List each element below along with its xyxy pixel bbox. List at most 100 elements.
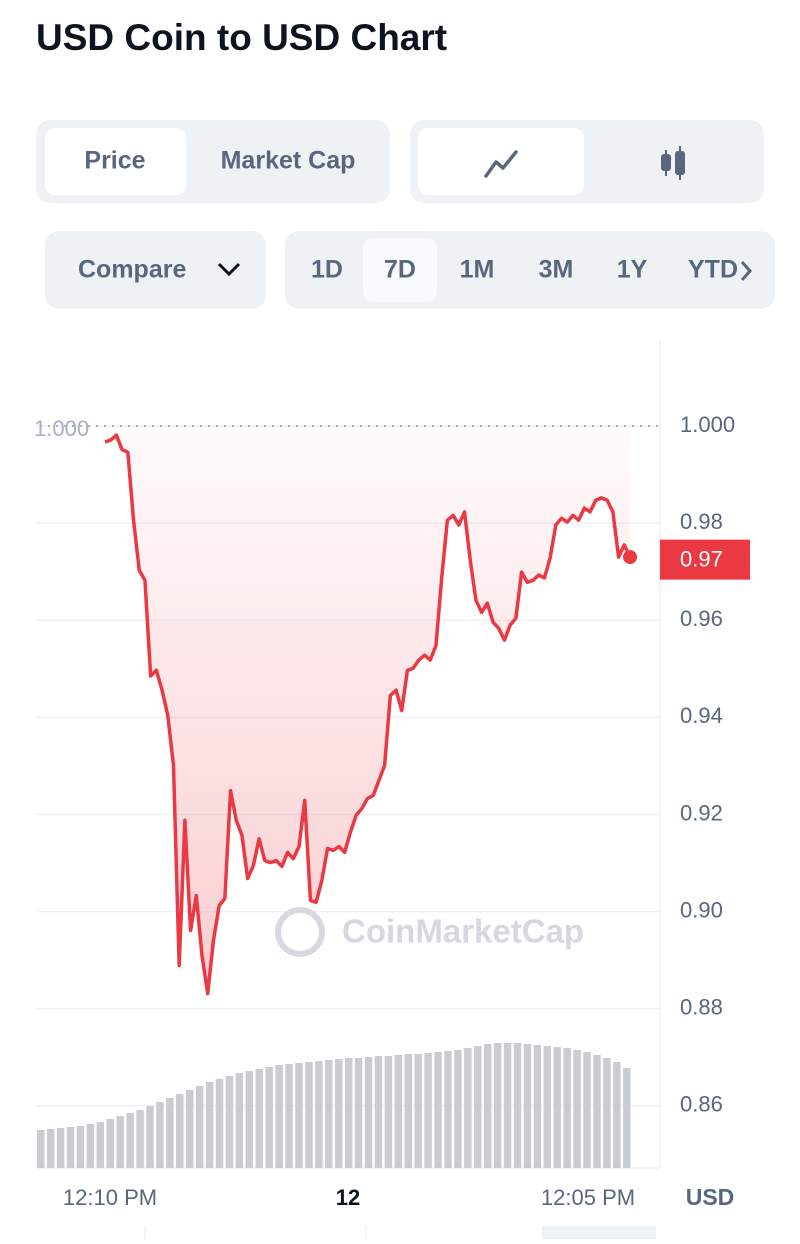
watermark: CoinMarketCap	[342, 913, 584, 950]
volume-bar	[225, 1076, 234, 1168]
volume-bar	[37, 1130, 45, 1168]
price-tag	[660, 539, 750, 580]
volume-bar	[136, 1110, 144, 1168]
volume-bar	[474, 1046, 482, 1168]
volume-bar	[394, 1055, 403, 1168]
volume-bar	[434, 1052, 442, 1168]
volume-bar	[215, 1079, 224, 1168]
volume-bar	[384, 1056, 393, 1168]
page-title: USD Coin to USD Chart	[36, 17, 447, 58]
range-button[interactable]: 1Y	[617, 256, 648, 284]
y-tick-label: 0.96	[680, 606, 723, 631]
range-button[interactable]: 7D	[384, 256, 416, 284]
volume-bar	[364, 1057, 373, 1168]
chart: 0.86 0.88 0.90 0.92 0.94 0.96 0.98 1.000 CoinMar…	[34, 340, 750, 1210]
y-tick-label: 0.92	[680, 800, 723, 825]
volume-bar	[295, 1063, 303, 1168]
volume-bar	[523, 1044, 532, 1168]
price-tag-label: 0.97	[680, 546, 723, 571]
volume-bar	[553, 1047, 561, 1168]
y-tick-label: 0.94	[680, 703, 723, 728]
volume-bar	[86, 1124, 95, 1168]
last-point	[623, 550, 637, 565]
volume-bar	[156, 1102, 164, 1168]
range-button[interactable]: 3M	[539, 256, 574, 284]
volume-bar	[444, 1051, 452, 1168]
volume-bar	[285, 1064, 293, 1168]
volume-bar	[454, 1050, 462, 1168]
y-tick-label: 0.88	[680, 995, 723, 1020]
volume-bar	[66, 1127, 75, 1168]
tab-price[interactable]: Price	[84, 147, 145, 175]
range-button[interactable]: 1D	[311, 256, 343, 284]
price-line	[104, 433, 632, 996]
range-button[interactable]: YTD	[688, 256, 738, 284]
range-buttons: 1D 7D 1M 3M 1Y YTD	[311, 238, 738, 302]
reference-label: 1.000	[34, 416, 89, 441]
area-fill	[105, 425, 630, 994]
volume-bar	[265, 1067, 273, 1168]
volume-bar	[176, 1094, 184, 1168]
volume-bar	[166, 1098, 174, 1168]
y-tick-label: 0.90	[680, 897, 723, 922]
volume-bar	[513, 1043, 522, 1168]
volume-bar	[424, 1053, 432, 1168]
volume-bar	[275, 1065, 283, 1168]
y-tick-label: 0.98	[680, 509, 723, 534]
range-button[interactable]: 1M	[460, 256, 495, 284]
watermark-logo	[275, 907, 325, 957]
candle-icon[interactable]	[661, 146, 685, 180]
volume-bar	[255, 1069, 263, 1168]
volume-bar	[106, 1119, 114, 1168]
volume-bar	[56, 1128, 65, 1168]
volume-bar	[543, 1046, 552, 1168]
volume-bar	[613, 1062, 621, 1168]
range-selected-bg	[363, 238, 437, 302]
volume-bar	[245, 1071, 254, 1168]
volume-bar	[305, 1062, 313, 1168]
tab-market-cap[interactable]: Market Cap	[221, 147, 356, 175]
x-tick-label: 12	[336, 1185, 360, 1210]
volume-bar	[344, 1058, 353, 1168]
compare-dropdown[interactable]	[45, 231, 266, 309]
tab-selected-bg	[45, 128, 186, 195]
bottom-tab	[542, 1226, 656, 1239]
line-chart-icon[interactable]	[484, 150, 518, 178]
volume-bar	[533, 1045, 542, 1168]
volume-bar	[464, 1048, 472, 1168]
volume-bar	[186, 1090, 194, 1168]
scroll-arrow[interactable]	[740, 261, 753, 281]
volume-bar	[354, 1058, 363, 1168]
volume-bar	[374, 1056, 383, 1168]
volume-bar	[46, 1129, 55, 1168]
volume-bar	[76, 1126, 85, 1168]
volume-bar	[603, 1058, 611, 1168]
volume-bar	[146, 1106, 154, 1168]
volume-bar	[404, 1054, 412, 1168]
volume-bar	[503, 1043, 512, 1168]
x-tick-label: 12:10 PM	[63, 1185, 157, 1210]
volume-bar	[325, 1060, 333, 1168]
x-tick-label: 12:05 PM	[541, 1185, 635, 1210]
chevron	[217, 262, 241, 277]
volume-bar	[484, 1044, 492, 1168]
compare-label: Compare	[78, 256, 186, 284]
volume-bar	[623, 1068, 631, 1168]
volume-bar	[335, 1059, 343, 1168]
volume-bar	[96, 1122, 105, 1168]
volume-bar	[563, 1048, 571, 1168]
volume-bar	[493, 1043, 502, 1168]
volume-bar	[205, 1082, 214, 1168]
volume-bar	[235, 1073, 244, 1168]
volume-bar	[593, 1055, 601, 1168]
currency-label: USD	[686, 1184, 735, 1210]
volume-bar	[583, 1052, 591, 1168]
volume-bar	[195, 1086, 204, 1168]
volume-bar	[315, 1061, 323, 1168]
volume-bar	[573, 1050, 581, 1168]
volume-bar	[126, 1113, 134, 1168]
y-tick-label: 1.000	[680, 412, 735, 437]
style-selected-bg	[418, 128, 584, 195]
volume-bar	[116, 1116, 124, 1168]
